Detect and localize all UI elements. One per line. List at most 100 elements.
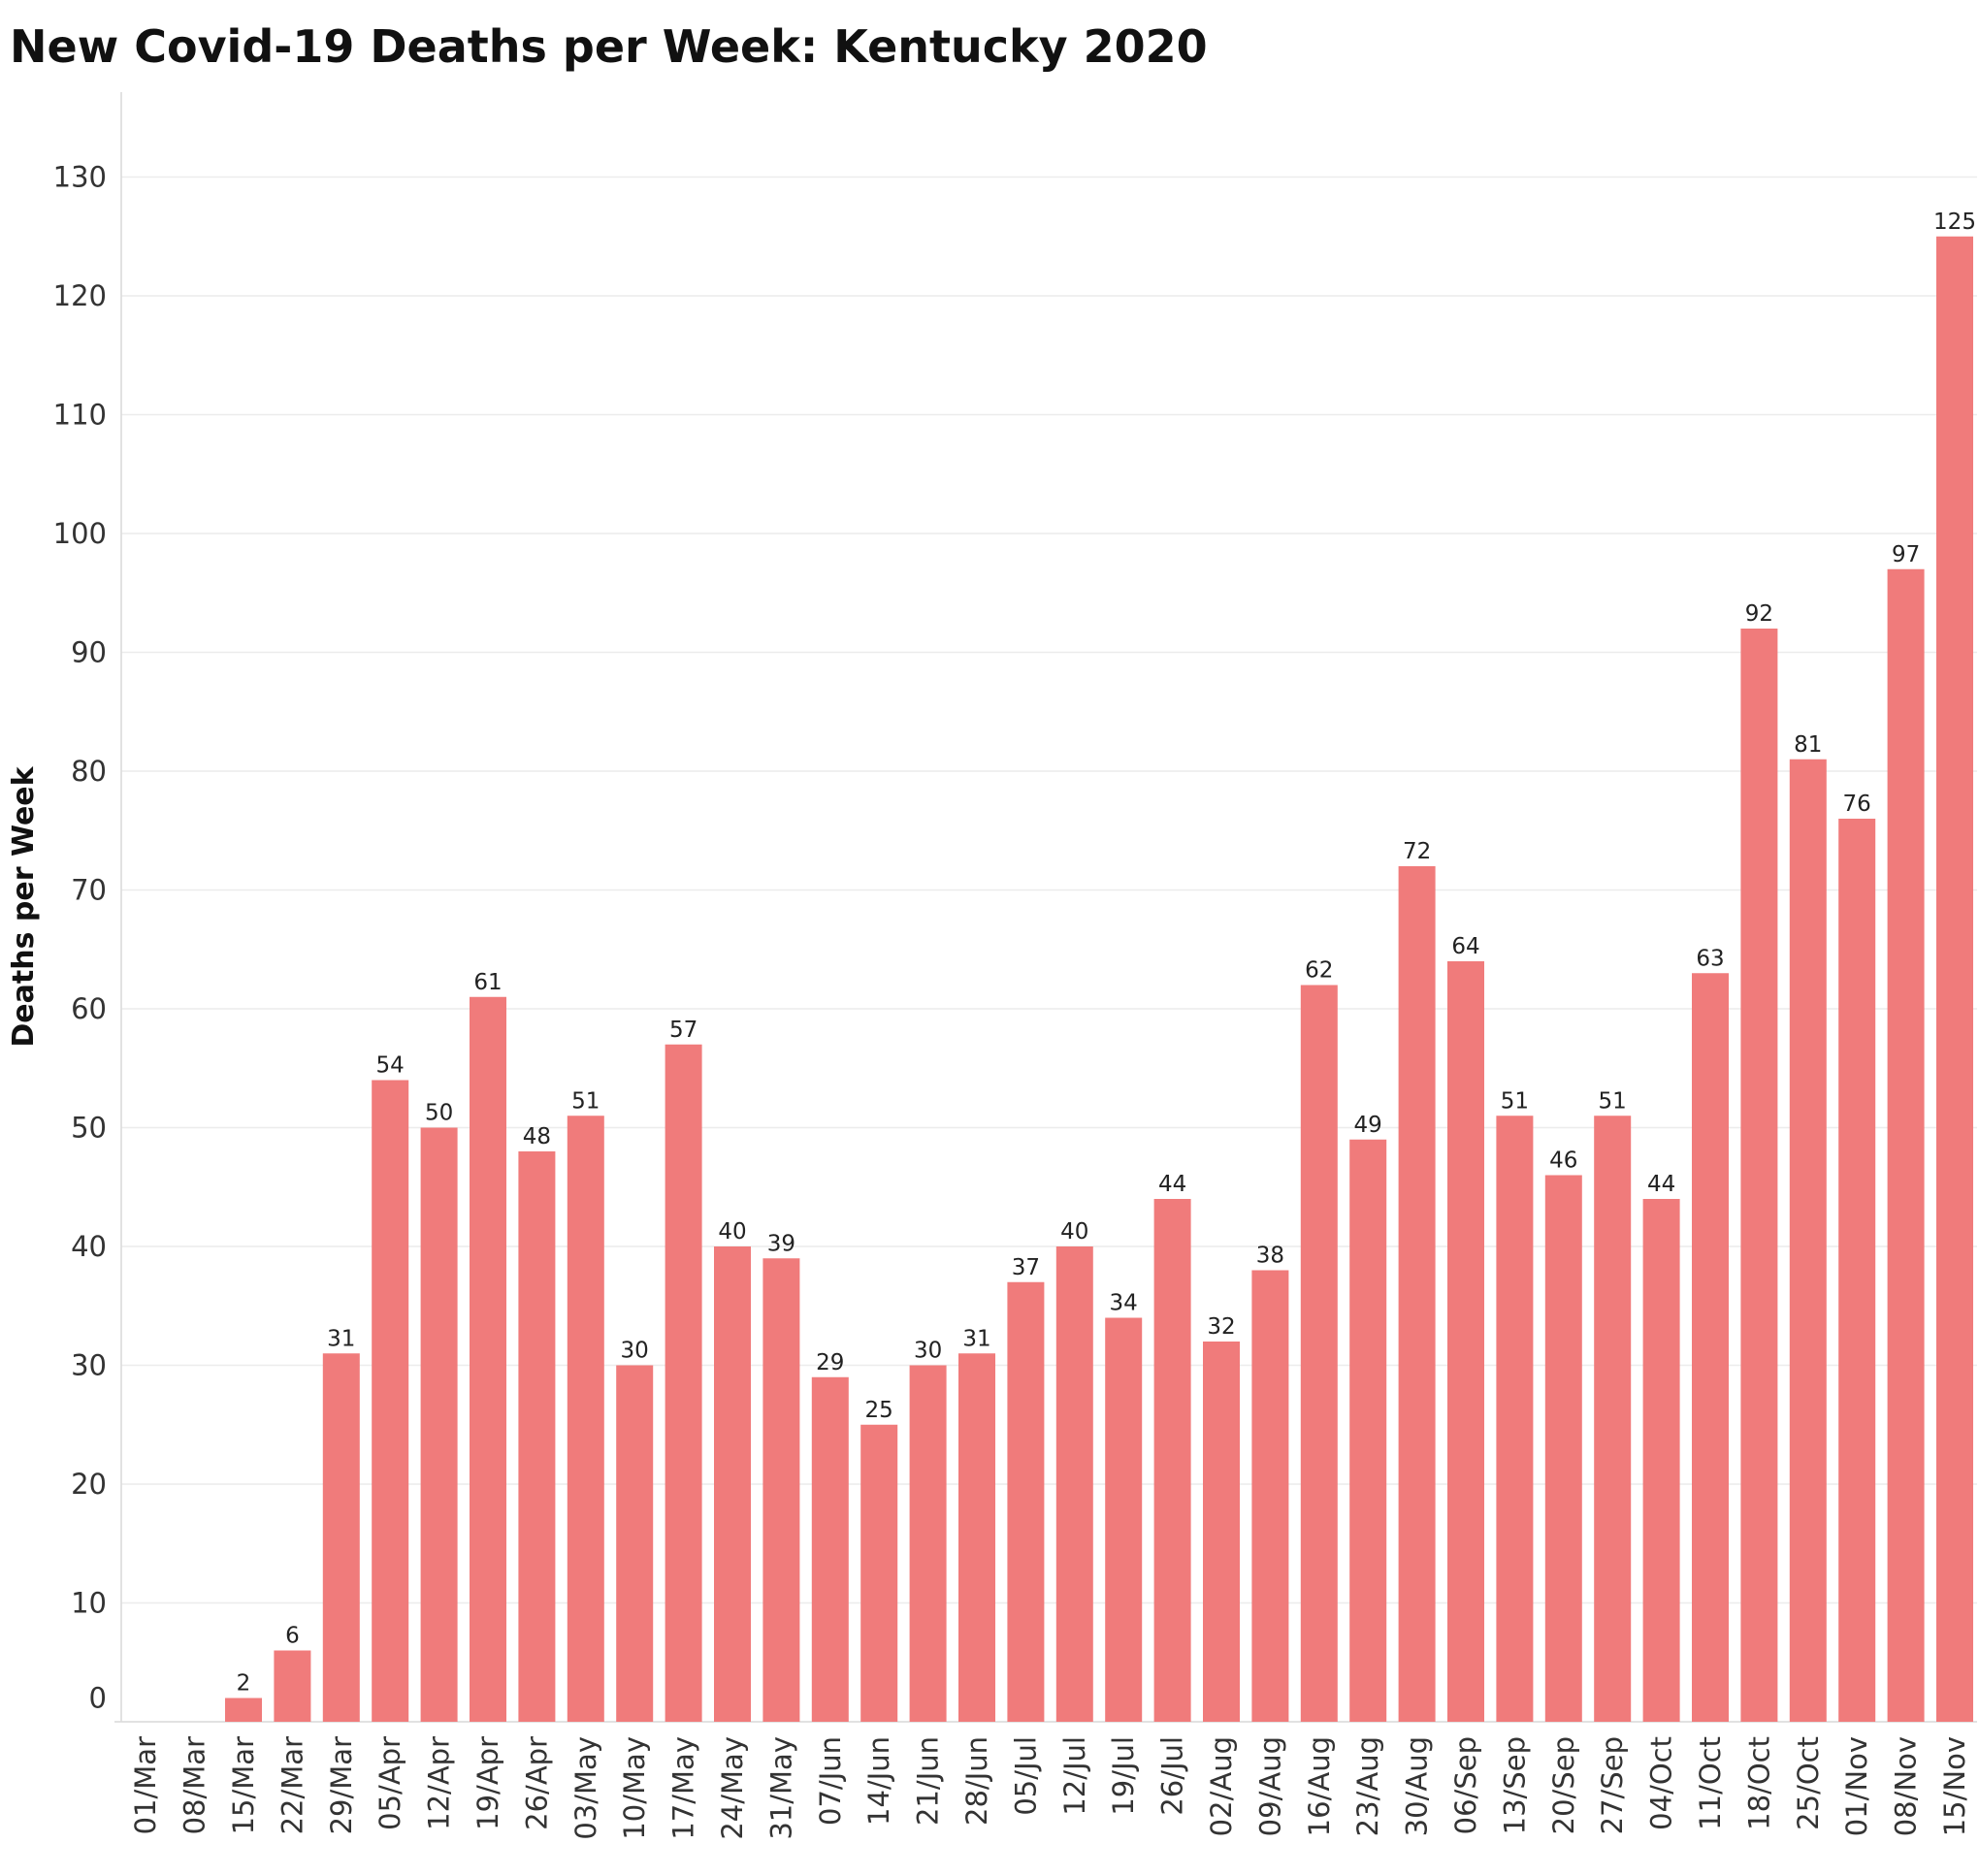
data-labels: 2 6 31 54 50 61 48 51 30 57 40 39 29 25 30 31 37 40 34 44 32… (237, 210, 1976, 1697)
data-label: 48 (523, 1124, 551, 1149)
x-tick-label: 13/Sep (1498, 1736, 1531, 1834)
bar (1692, 973, 1729, 1722)
x-tick-label: 16/Aug (1303, 1736, 1336, 1836)
x-tick-label: 21/Jun (912, 1736, 945, 1826)
data-label: 44 (1647, 1172, 1675, 1197)
data-label: 61 (473, 970, 502, 995)
data-label: 6 (285, 1624, 300, 1649)
bar (714, 1246, 751, 1722)
bar (1887, 568, 1925, 1722)
y-tick-label: 70 (71, 874, 107, 907)
x-tick-label: 19/Jul (1107, 1736, 1140, 1816)
x-tick-label: 26/Apr (520, 1736, 553, 1830)
bars (225, 236, 1973, 1722)
x-tick-label: 26/Jul (1156, 1736, 1189, 1816)
data-label: 72 (1403, 839, 1431, 864)
data-label: 31 (962, 1326, 990, 1351)
bar (1789, 759, 1827, 1722)
x-tick-label: 24/May (716, 1736, 749, 1840)
bar (1203, 1342, 1240, 1722)
x-tick-label: 19/Apr (471, 1736, 504, 1830)
y-tick-label: 10 (71, 1587, 107, 1620)
x-tick-label: 09/Aug (1253, 1736, 1286, 1836)
y-tick-label: 30 (71, 1349, 107, 1382)
data-label: 38 (1256, 1244, 1284, 1269)
bar (811, 1376, 849, 1722)
bar (372, 1080, 409, 1722)
data-label: 2 (237, 1671, 251, 1697)
data-label: 51 (1599, 1088, 1627, 1114)
x-tick-label: 06/Sep (1449, 1736, 1482, 1834)
bar (1349, 1139, 1387, 1722)
data-label: 44 (1158, 1172, 1186, 1197)
y-tick-label: 20 (71, 1468, 107, 1501)
bar (1447, 961, 1484, 1722)
bar (225, 1698, 262, 1722)
data-label: 51 (571, 1088, 600, 1114)
x-tick-label: 15/Nov (1938, 1736, 1971, 1836)
x-tick-label: 22/Mar (276, 1736, 308, 1834)
x-tick-label: 20/Sep (1547, 1736, 1580, 1834)
x-tick-label: 10/May (618, 1736, 651, 1840)
bar (1642, 1199, 1680, 1722)
x-tick-label: 23/Aug (1351, 1736, 1384, 1836)
data-label: 37 (1012, 1255, 1040, 1280)
bar (1936, 236, 1973, 1722)
bar (1594, 1116, 1632, 1722)
data-label: 125 (1933, 210, 1976, 235)
bar (322, 1353, 360, 1722)
y-tick-label: 120 (53, 279, 107, 312)
data-label: 40 (1060, 1219, 1088, 1245)
x-tick-label: 31/May (764, 1736, 797, 1840)
data-label: 76 (1843, 792, 1871, 817)
data-label: 81 (1794, 732, 1822, 758)
bar (518, 1151, 556, 1722)
x-tick-label: 12/Apr (423, 1736, 456, 1830)
bar (1153, 1199, 1191, 1722)
x-tick-label: 01/Nov (1840, 1736, 1873, 1836)
bar (567, 1116, 604, 1722)
y-tick-label: 80 (71, 755, 107, 788)
x-tick-label: 25/Oct (1792, 1736, 1825, 1830)
x-tick-label: 01/Mar (129, 1736, 162, 1834)
bar (616, 1365, 654, 1722)
bar (1105, 1317, 1143, 1722)
bar (274, 1650, 311, 1722)
bar (1251, 1270, 1289, 1722)
bar (1838, 819, 1876, 1722)
x-tick-label: 05/Apr (373, 1736, 406, 1830)
y-tick-label: 50 (71, 1112, 107, 1145)
x-tick-label: 27/Sep (1596, 1736, 1629, 1834)
x-tick-label: 15/Mar (227, 1736, 260, 1834)
data-label: 54 (376, 1053, 405, 1079)
bar (958, 1353, 995, 1722)
bar (420, 1127, 458, 1722)
y-tick-label: 90 (71, 636, 107, 669)
x-tick-label: 11/Oct (1694, 1736, 1727, 1830)
bar (1007, 1281, 1045, 1722)
bar (1398, 866, 1436, 1722)
bar (1496, 1116, 1534, 1722)
data-label: 25 (865, 1398, 893, 1423)
data-label: 46 (1549, 1148, 1577, 1174)
bar (470, 996, 506, 1722)
data-label: 63 (1696, 946, 1724, 971)
data-label: 34 (1110, 1291, 1138, 1316)
y-axis-ticks: 0 10 20 30 40 50 60 70 80 90 100 110 120 130 (53, 161, 107, 1715)
x-tick-label: 05/Jul (1009, 1736, 1042, 1816)
x-tick-label: 14/Jun (862, 1736, 895, 1826)
data-label: 31 (327, 1326, 355, 1351)
x-tick-label: 04/Oct (1645, 1736, 1678, 1830)
bar (909, 1365, 947, 1722)
x-tick-label: 18/Oct (1742, 1736, 1775, 1830)
data-label: 62 (1305, 958, 1333, 984)
data-label: 50 (425, 1101, 453, 1126)
x-tick-label: 28/Jun (960, 1736, 993, 1826)
bar (665, 1044, 702, 1722)
x-tick-label: 02/Aug (1205, 1736, 1238, 1836)
x-tick-label: 29/Mar (325, 1736, 358, 1834)
y-tick-label: 60 (71, 992, 107, 1025)
y-tick-label: 110 (53, 399, 107, 432)
data-label: 39 (767, 1231, 795, 1256)
